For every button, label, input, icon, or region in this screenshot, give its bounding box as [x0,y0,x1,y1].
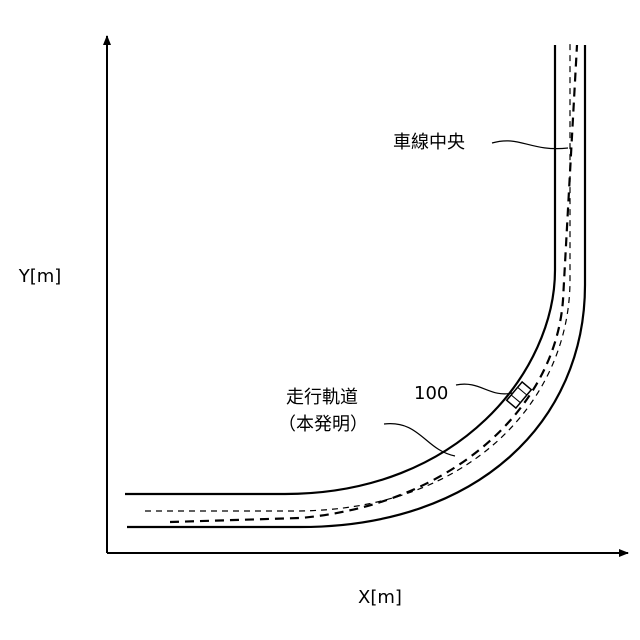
x-axis-label: X[m] [358,587,402,608]
lane-center-label: 車線中央 [393,132,465,153]
vehicle-label: 100 [414,383,448,404]
trajectory-label: 走行軌道 [286,387,358,408]
vehicle [507,382,532,408]
lane-center [145,42,570,511]
diagram: Y[m] X[m] 車線中央 100 走行軌道 （本発明） [0,0,640,640]
leader-line [492,141,568,149]
y-axis-label: Y[m] [18,266,62,287]
trajectory-label: （本発明） [278,414,368,435]
road-edge-inner [127,45,585,527]
leader-line [456,384,512,394]
